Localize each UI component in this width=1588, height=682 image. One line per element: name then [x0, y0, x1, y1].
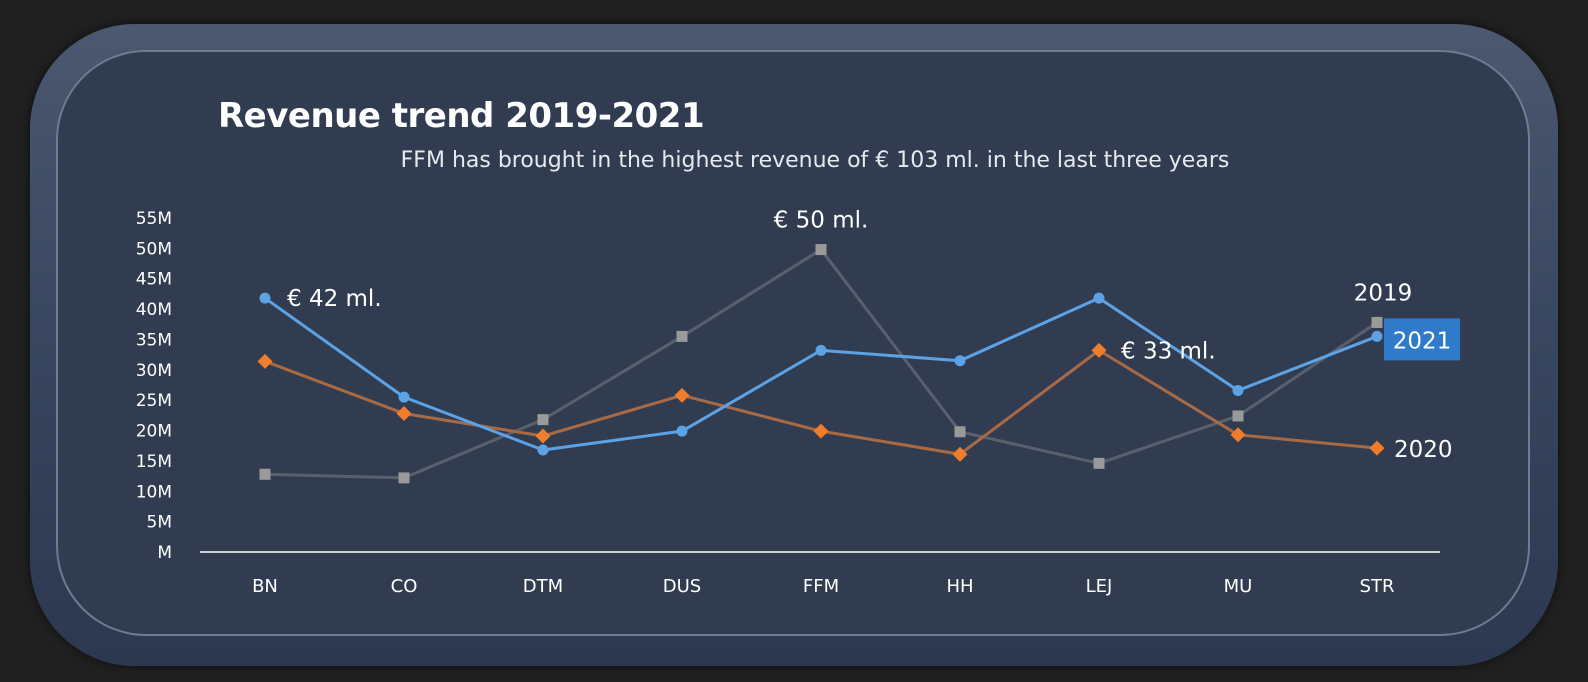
data-point-2020 — [257, 353, 273, 369]
data-point-2019 — [259, 468, 271, 480]
x-tick-label: DUS — [663, 576, 701, 597]
data-point-2019 — [1093, 457, 1105, 469]
data-point-2020 — [952, 446, 968, 462]
data-point-2020 — [1091, 342, 1107, 358]
y-tick-label: 40M — [136, 300, 172, 320]
data-point-2020 — [535, 428, 551, 444]
data-point-2020 — [813, 423, 829, 439]
data-point-2020 — [396, 406, 412, 422]
data-point-2019 — [398, 472, 410, 484]
data-point-2019 — [1371, 316, 1383, 328]
x-tick-label: MU — [1224, 576, 1253, 597]
y-tick-label: 50M — [136, 239, 172, 259]
y-tick-label: 25M — [136, 391, 172, 411]
y-tick-label: 45M — [136, 270, 172, 290]
data-point-2019 — [1232, 410, 1244, 422]
chart-subtitle: FFM has brought in the highest revenue o… — [400, 148, 1230, 173]
data-point-2020 — [1230, 427, 1246, 443]
x-tick-label: HH — [946, 576, 973, 597]
x-tick-label: DTM — [523, 576, 563, 597]
card-panel — [56, 50, 1530, 636]
value-annotation: € 50 ml. — [774, 208, 869, 234]
series-label-2020: 2020 — [1394, 437, 1453, 463]
y-tick-label: 10M — [136, 482, 172, 502]
x-tick-label: STR — [1360, 576, 1395, 597]
data-point-2021 — [815, 344, 827, 356]
data-point-2021 — [398, 391, 410, 403]
y-tick-label: 30M — [136, 361, 172, 381]
series-label-2021: 2021 — [1393, 328, 1452, 354]
y-tick-label: 20M — [136, 422, 172, 442]
series-label-2021-bg — [1384, 318, 1460, 361]
y-tick-label: 5M — [147, 513, 172, 533]
data-point-2021 — [1371, 330, 1383, 342]
y-tick-label: M — [157, 543, 172, 563]
series-label-2019: 2019 — [1354, 280, 1413, 306]
y-tick-label: 55M — [136, 209, 172, 229]
x-tick-label: FFM — [803, 576, 839, 597]
chart-title: Revenue trend 2019-2021 — [218, 96, 705, 136]
y-tick-label: 35M — [136, 330, 172, 350]
x-tick-label: BN — [252, 576, 278, 597]
data-point-2019 — [537, 414, 549, 426]
data-point-2021 — [259, 292, 271, 304]
data-point-2020 — [1369, 440, 1385, 456]
data-point-2021 — [954, 355, 966, 367]
data-point-2020 — [674, 387, 690, 403]
data-point-2019 — [676, 330, 688, 342]
data-point-2021 — [537, 444, 549, 456]
data-point-2019 — [815, 244, 827, 256]
value-annotation: € 33 ml. — [1121, 338, 1216, 364]
data-point-2021 — [676, 425, 688, 437]
y-tick-label: 15M — [136, 452, 172, 472]
x-tick-label: CO — [391, 576, 418, 597]
value-annotation: € 42 ml. — [287, 286, 382, 312]
data-point-2021 — [1093, 292, 1105, 304]
data-point-2021 — [1232, 384, 1244, 396]
data-point-2019 — [954, 426, 966, 438]
x-tick-label: LEJ — [1086, 576, 1113, 597]
